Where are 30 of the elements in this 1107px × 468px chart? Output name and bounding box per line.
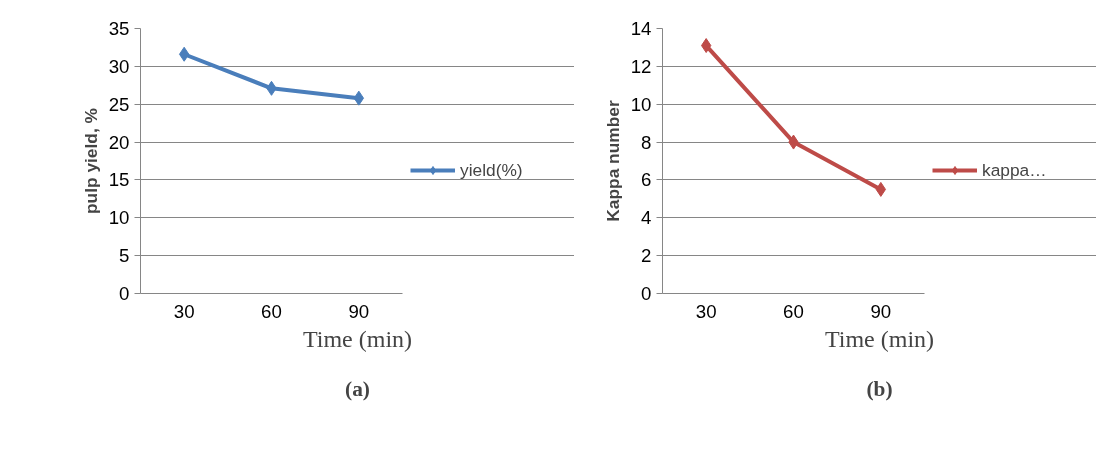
y-tick-label: 6 <box>641 169 652 191</box>
y-tick-label: 14 <box>630 18 652 39</box>
legend-label: kappa… <box>982 159 1047 181</box>
legend-label: yield(%) <box>460 159 523 181</box>
y-axis-title: Kappa number <box>602 100 623 222</box>
y-tick-label: 25 <box>108 93 130 115</box>
x-axis-title: Time (min) <box>302 325 413 352</box>
text: (b) <box>866 376 893 401</box>
y-tick-label: 8 <box>641 131 652 153</box>
x-tick-label: 30 <box>695 300 717 322</box>
y-tick-label: 10 <box>630 93 652 115</box>
y-tick-label: 15 <box>108 169 130 191</box>
y-tick-label: 35 <box>108 18 130 39</box>
x-tick-label: 90 <box>870 300 892 322</box>
x-tick-label: 30 <box>173 300 195 322</box>
y-tick-label: 12 <box>630 55 652 77</box>
y-tick-label: 0 <box>119 283 130 304</box>
y-tick-label: 2 <box>641 245 652 267</box>
y-tick-label: 4 <box>641 207 652 229</box>
y-tick-label: 10 <box>108 207 130 229</box>
y-tick-label: 0 <box>641 283 652 304</box>
y-tick-label: 20 <box>108 131 130 153</box>
text: (a) <box>345 376 370 401</box>
y-tick-label: 30 <box>108 55 130 77</box>
y-axis-title: pulp yield, % <box>80 108 101 214</box>
y-tick-label: 5 <box>119 245 130 267</box>
x-tick-label: 60 <box>261 300 282 322</box>
x-axis-title: Time (min) <box>824 325 935 352</box>
x-tick-label: 60 <box>783 300 804 322</box>
x-tick-label: 90 <box>348 300 370 322</box>
